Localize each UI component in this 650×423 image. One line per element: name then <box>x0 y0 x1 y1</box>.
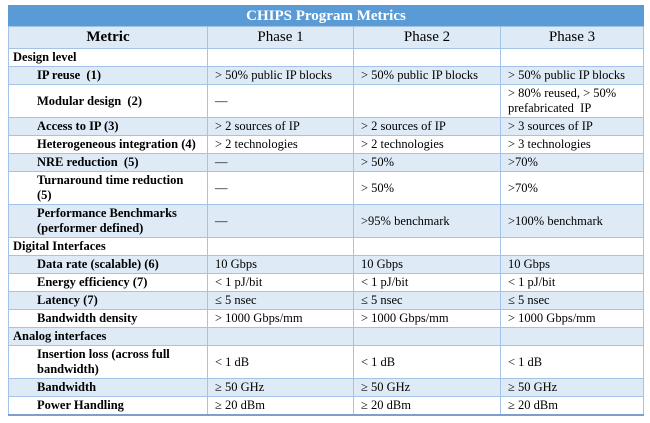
value-cell-phase-1: > 1000 Gbps/mm <box>207 309 354 328</box>
metric-row: IP reuse (1) > 50% public IP blocks > 50% … <box>8 66 644 85</box>
metric-label: Performance Benchmarks (performer define… <box>8 204 208 238</box>
value-cell-phase-3: >70% <box>500 153 644 172</box>
metric-row: Data rate (scalable) (6) 10 Gbps 10 Gbps 10… <box>8 255 644 274</box>
value-cell-phase-3: ≥ 20 dBm <box>500 396 644 416</box>
value-cell-phase-3 <box>500 48 644 67</box>
value-cell-phase-2: > 1000 Gbps/mm <box>353 309 501 328</box>
value-cell-phase-1: — <box>207 84 354 118</box>
section-label: Digital Interfaces <box>8 237 208 256</box>
metric-row: Bandwidth ≥ 50 GHz ≥ 50 GHz ≥ 50 GHz <box>8 378 644 397</box>
value-cell-phase-2: 10 Gbps <box>353 255 501 274</box>
metric-label: NRE reduction (5) <box>8 153 208 172</box>
metric-row: Heterogeneous integration (4) > 2 technol… <box>8 135 644 154</box>
value-cell-phase-2: >95% benchmark <box>353 204 501 238</box>
metric-label: Energy efficiency (7) <box>8 273 208 292</box>
value-cell-phase-1 <box>207 237 354 256</box>
value-cell-phase-1: ≥ 20 dBm <box>207 396 354 416</box>
value-cell-phase-3 <box>500 327 644 346</box>
value-cell-phase-1: ≥ 50 GHz <box>207 378 354 397</box>
metric-label: IP reuse (1) <box>8 66 208 85</box>
metric-row: Insertion loss (across full bandwidth) < … <box>8 345 644 379</box>
value-cell-phase-2: > 2 sources of IP <box>353 117 501 136</box>
section-row: Design level <box>8 48 644 67</box>
value-cell-phase-2: > 50% public IP blocks <box>353 66 501 85</box>
metric-label: Insertion loss (across full bandwidth) <box>8 345 208 379</box>
table-header-row: Metric Phase 1 Phase 2 Phase 3 <box>8 26 644 49</box>
column-header-metric: Metric <box>8 26 208 49</box>
table-title: CHIPS Program Metrics <box>8 5 644 27</box>
metric-label: Data rate (scalable) (6) <box>8 255 208 274</box>
value-cell-phase-2: < 1 dB <box>353 345 501 379</box>
section-row: Analog interfaces <box>8 327 644 346</box>
section-label: Analog interfaces <box>8 327 208 346</box>
chips-program-metrics-table: CHIPS Program Metrics Metric Phase 1 Pha… <box>8 5 644 416</box>
value-cell-phase-1: 10 Gbps <box>207 255 354 274</box>
value-cell-phase-2: ≤ 5 nsec <box>353 291 501 310</box>
metric-row: Performance Benchmarks (performer define… <box>8 204 644 238</box>
value-cell-phase-3: > 50% public IP blocks <box>500 66 644 85</box>
value-cell-phase-1: > 50% public IP blocks <box>207 66 354 85</box>
value-cell-phase-2 <box>353 327 501 346</box>
value-cell-phase-1: < 1 pJ/bit <box>207 273 354 292</box>
value-cell-phase-1 <box>207 48 354 67</box>
column-header-phase-2: Phase 2 <box>353 26 501 49</box>
metric-label: Modular design (2) <box>8 84 208 118</box>
value-cell-phase-3: >100% benchmark <box>500 204 644 238</box>
value-cell-phase-1: > 2 technologies <box>207 135 354 154</box>
value-cell-phase-1: — <box>207 204 354 238</box>
metric-row: Turnaround time reduction (5) — > 50% >70% <box>8 171 644 205</box>
value-cell-phase-2: ≥ 50 GHz <box>353 378 501 397</box>
value-cell-phase-2 <box>353 237 501 256</box>
column-header-phase-3: Phase 3 <box>500 26 644 49</box>
value-cell-phase-3: > 3 technologies <box>500 135 644 154</box>
value-cell-phase-1: < 1 dB <box>207 345 354 379</box>
value-cell-phase-1 <box>207 327 354 346</box>
metric-row: Modular design (2) — > 80% reused, > 50% p… <box>8 84 644 118</box>
value-cell-phase-3: ≥ 50 GHz <box>500 378 644 397</box>
value-cell-phase-3: 10 Gbps <box>500 255 644 274</box>
value-cell-phase-3: < 1 dB <box>500 345 644 379</box>
metric-label: Power Handling <box>8 396 208 416</box>
metric-row: Bandwidth density > 1000 Gbps/mm > 1000 Gb… <box>8 309 644 328</box>
value-cell-phase-2: > 50% <box>353 171 501 205</box>
value-cell-phase-3: >70% <box>500 171 644 205</box>
value-cell-phase-2: > 50% <box>353 153 501 172</box>
value-cell-phase-1: > 2 sources of IP <box>207 117 354 136</box>
value-cell-phase-1: ≤ 5 nsec <box>207 291 354 310</box>
metric-label: Bandwidth <box>8 378 208 397</box>
value-cell-phase-3 <box>500 237 644 256</box>
value-cell-phase-1: — <box>207 171 354 205</box>
metric-label: Heterogeneous integration (4) <box>8 135 208 154</box>
table-title-row: CHIPS Program Metrics <box>8 5 644 27</box>
metric-row: NRE reduction (5) — > 50% >70% <box>8 153 644 172</box>
section-row: Digital Interfaces <box>8 237 644 256</box>
metric-label: Bandwidth density <box>8 309 208 328</box>
value-cell-phase-3: ≤ 5 nsec <box>500 291 644 310</box>
metric-row: Power Handling ≥ 20 dBm ≥ 20 dBm ≥ 20 dBm <box>8 396 644 416</box>
value-cell-phase-1: — <box>207 153 354 172</box>
value-cell-phase-3: > 3 sources of IP <box>500 117 644 136</box>
table-body: Design level IP reuse (1) > 50% public IP … <box>8 48 644 416</box>
value-cell-phase-3: < 1 pJ/bit <box>500 273 644 292</box>
metric-label: Turnaround time reduction (5) <box>8 171 208 205</box>
value-cell-phase-2: ≥ 20 dBm <box>353 396 501 416</box>
value-cell-phase-3: > 1000 Gbps/mm <box>500 309 644 328</box>
metric-row: Access to IP (3) > 2 sources of IP > 2 sou… <box>8 117 644 136</box>
value-cell-phase-2 <box>353 48 501 67</box>
metric-row: Latency (7) ≤ 5 nsec ≤ 5 nsec ≤ 5 nsec <box>8 291 644 310</box>
metric-label: Latency (7) <box>8 291 208 310</box>
metric-row: Energy efficiency (7) < 1 pJ/bit < 1 pJ/bi… <box>8 273 644 292</box>
column-header-phase-1: Phase 1 <box>207 26 354 49</box>
value-cell-phase-2 <box>353 84 501 118</box>
metric-label: Access to IP (3) <box>8 117 208 136</box>
section-label: Design level <box>8 48 208 67</box>
value-cell-phase-2: > 2 technologies <box>353 135 501 154</box>
value-cell-phase-3: > 80% reused, > 50% prefabricated IP <box>500 84 644 118</box>
value-cell-phase-2: < 1 pJ/bit <box>353 273 501 292</box>
